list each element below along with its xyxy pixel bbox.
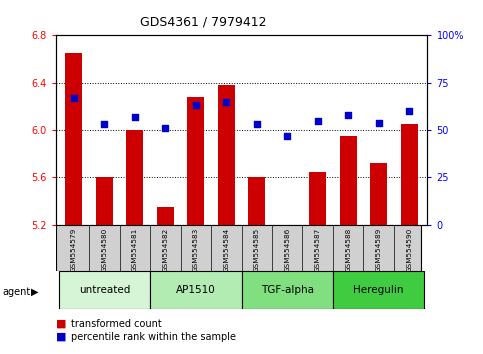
Bar <box>66 53 82 225</box>
Point <box>222 99 230 104</box>
Bar <box>340 136 356 225</box>
Text: GSM554586: GSM554586 <box>284 228 290 272</box>
Bar <box>370 163 387 225</box>
Text: transformed count: transformed count <box>71 319 162 329</box>
Text: GSM554583: GSM554583 <box>193 228 199 272</box>
Bar <box>401 124 417 225</box>
Bar <box>242 271 333 309</box>
Text: GSM554585: GSM554585 <box>254 228 260 272</box>
Text: percentile rank within the sample: percentile rank within the sample <box>71 332 236 342</box>
Text: agent: agent <box>2 287 30 297</box>
Bar <box>96 177 113 225</box>
Bar <box>187 97 204 225</box>
Text: GSM554581: GSM554581 <box>132 228 138 272</box>
Bar <box>150 271 242 309</box>
Text: GDS4361 / 7979412: GDS4361 / 7979412 <box>140 16 266 29</box>
Bar <box>248 177 265 225</box>
Point <box>70 95 78 101</box>
Bar <box>58 271 150 309</box>
Bar <box>333 271 425 309</box>
Text: ■: ■ <box>56 332 66 342</box>
Text: ▶: ▶ <box>31 287 39 297</box>
Text: AP1510: AP1510 <box>176 285 215 295</box>
Text: untreated: untreated <box>79 285 130 295</box>
Bar <box>127 130 143 225</box>
Bar <box>218 85 235 225</box>
Text: GSM554590: GSM554590 <box>406 228 412 272</box>
Text: GSM554580: GSM554580 <box>101 228 107 272</box>
Bar <box>309 172 326 225</box>
Text: ■: ■ <box>56 319 66 329</box>
Point <box>161 125 169 131</box>
Text: GSM554589: GSM554589 <box>376 228 382 272</box>
Text: GSM554587: GSM554587 <box>315 228 321 272</box>
Point <box>100 121 108 127</box>
Point <box>344 112 352 118</box>
Text: Heregulin: Heregulin <box>354 285 404 295</box>
Point <box>375 120 383 125</box>
Text: TGF-alpha: TGF-alpha <box>261 285 314 295</box>
Text: GSM554582: GSM554582 <box>162 228 168 272</box>
Point <box>131 114 139 120</box>
Text: GSM554584: GSM554584 <box>223 228 229 272</box>
Text: GSM554588: GSM554588 <box>345 228 351 272</box>
Point <box>284 133 291 139</box>
Bar <box>157 207 174 225</box>
Point <box>192 103 199 108</box>
Point <box>405 108 413 114</box>
Point <box>314 118 322 124</box>
Text: GSM554579: GSM554579 <box>71 228 77 272</box>
Point <box>253 121 261 127</box>
